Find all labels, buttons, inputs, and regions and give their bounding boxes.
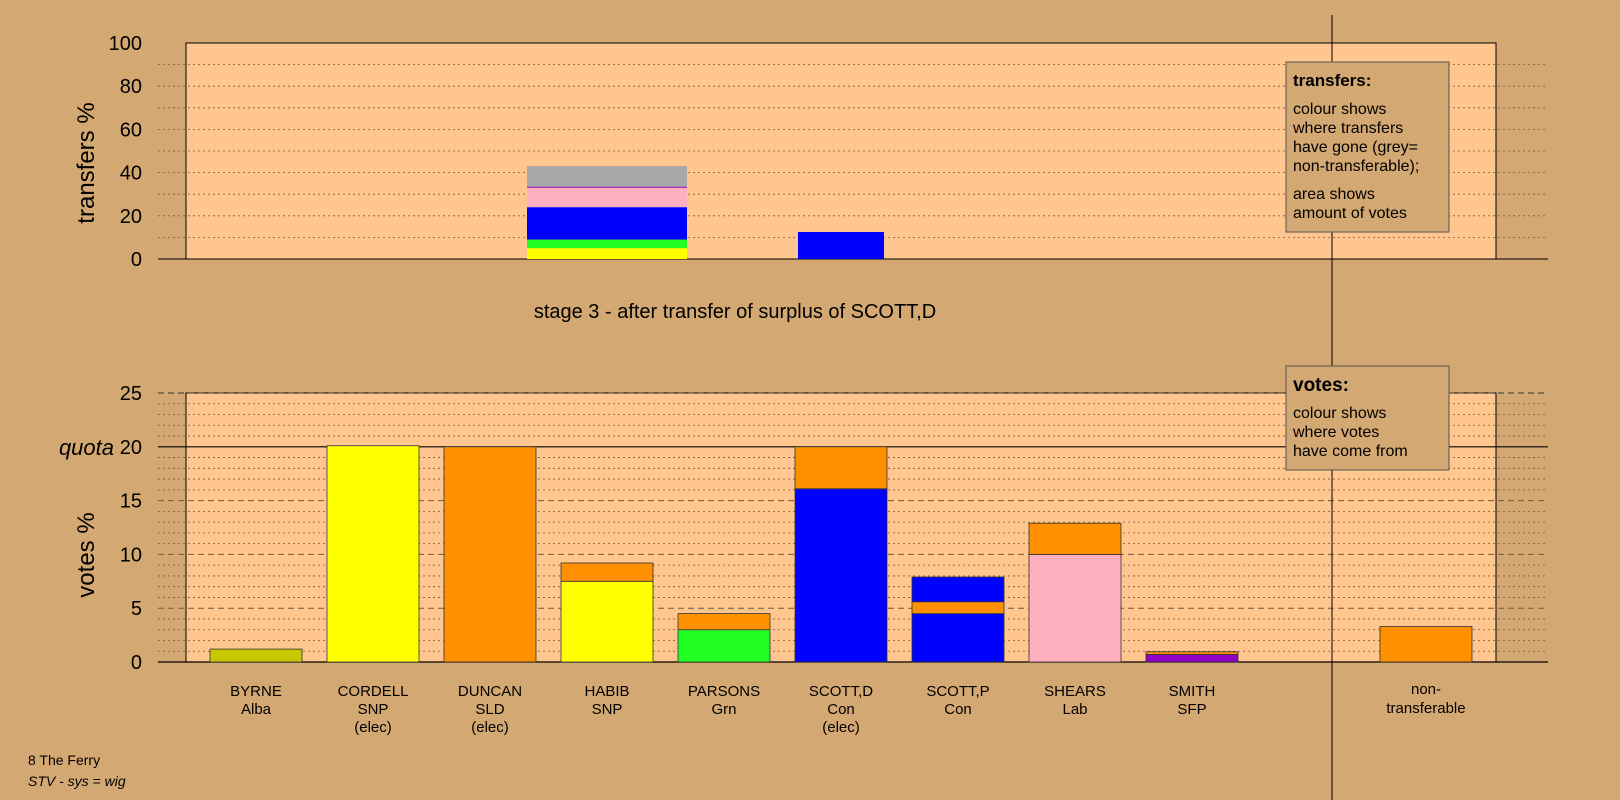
candidate-elected-label: (elec) [354, 719, 392, 736]
transfers-y-tick: 20 [120, 206, 142, 228]
vote-segment-alba [209, 648, 303, 663]
vote-segment-snp [560, 580, 654, 663]
vote-segment-sld [560, 562, 654, 582]
transfer-segment-grn [527, 239, 687, 249]
vote-segment-sfp [1145, 654, 1239, 663]
vote-segment-sld [677, 613, 771, 631]
candidate-party-label: SFP [1177, 701, 1206, 718]
transfer-segment-con [798, 232, 884, 259]
candidate-party-label: Grn [711, 701, 736, 718]
votes-y-tick: 15 [120, 491, 142, 513]
vote-segment-sld [1028, 522, 1122, 555]
transfer-segment-lab [527, 187, 687, 208]
vote-segment-sld [1145, 651, 1239, 655]
votes-y-tick: 20 [120, 437, 142, 459]
vote-segment-con [794, 488, 888, 663]
transfers-plot: 0 20 40 60 80 100 transfers % [73, 33, 1548, 271]
transfers-y-axis-label: transfers % [73, 102, 100, 223]
legend-votes: votes: colour shows where votes have com… [1285, 365, 1450, 471]
votes-y-tick: 0 [131, 652, 142, 674]
candidate-elected-label: (elec) [471, 719, 509, 736]
votes-y-tick: 25 [120, 383, 142, 405]
non-transferable-label-2: transferable [1386, 700, 1465, 717]
legend-transfers-line6: amount of votes [1293, 205, 1407, 222]
legend-transfers-line5: area shows [1293, 186, 1375, 203]
candidate-name-label: DUNCAN [458, 683, 522, 700]
candidate-name-label: CORDELL [338, 683, 409, 700]
stage-title: stage 3 - after transfer of surplus of S… [534, 301, 936, 323]
non-transferable-bar [1379, 626, 1473, 663]
candidate-party-label: Con [944, 701, 972, 718]
non-transferable-label-1: non- [1411, 681, 1441, 698]
candidate-party-label: Alba [241, 701, 272, 718]
votes-y-tick: 5 [131, 598, 142, 620]
transfers-y-tick: 60 [120, 119, 142, 141]
candidate-elected-label: (elec) [822, 719, 860, 736]
transfers-y-tick: 100 [109, 33, 142, 55]
candidate-party-label: SLD [475, 701, 504, 718]
candidate-name-label: SHEARS [1044, 683, 1106, 700]
legend-votes-line3: have come from [1293, 443, 1408, 460]
legend-transfers-line2: where transfers [1292, 120, 1403, 137]
vote-segment-grn [677, 629, 771, 663]
candidate-name-label: SCOTT,D [809, 683, 873, 700]
legend-transfers-line1: colour shows [1293, 101, 1386, 118]
legend-votes-line2: where votes [1292, 424, 1379, 441]
candidate-name-label: SMITH [1169, 683, 1216, 700]
footer-system-note: STV - sys = wig [28, 773, 126, 789]
legend-transfers-line4: non-transferable); [1293, 158, 1419, 175]
transfers-y-tick: 80 [120, 76, 142, 98]
candidate-name-label: BYRNE [230, 683, 282, 700]
candidate-party-label: Lab [1062, 701, 1087, 718]
candidate-party-label: Con [827, 701, 855, 718]
vote-segment-sld [794, 446, 888, 490]
vote-segment-snp [326, 445, 420, 663]
candidate-party-label: SNP [358, 701, 389, 718]
candidate-name-label: PARSONS [688, 683, 760, 700]
transfer-segment-sfp [527, 186, 687, 188]
transfers-y-tick: 40 [120, 163, 142, 185]
vote-segment-sld [443, 446, 537, 663]
legend-votes-box [1285, 365, 1450, 471]
legend-votes-line1: colour shows [1293, 405, 1386, 422]
candidate-party-label: SNP [592, 701, 623, 718]
legend-transfers-title: transfers: [1293, 71, 1371, 90]
transfers-y-tick: 0 [131, 249, 142, 271]
legend-transfers: transfers: colour shows where transfers … [1285, 61, 1450, 233]
legend-transfers-line3: have gone (grey= [1293, 139, 1418, 156]
votes-y-tick: 10 [120, 544, 142, 566]
quota-label: quota [59, 435, 114, 460]
vote-segment-con [911, 576, 1005, 603]
legend-votes-title: votes: [1293, 375, 1349, 396]
footer-ward-name: 8 The Ferry [28, 752, 101, 768]
candidate-name-label: HABIB [584, 683, 629, 700]
vote-segment-lab [1028, 554, 1122, 663]
transfer-segment-snp [527, 248, 687, 259]
vote-segment-con [911, 613, 1005, 663]
legend-transfers-box [1285, 61, 1450, 233]
candidate-name-label: SCOTT,P [926, 683, 989, 700]
votes-y-axis-label: votes % [73, 512, 100, 597]
transfer-segment-con [527, 207, 687, 240]
vote-segment-sld [911, 601, 1005, 614]
transfer-segment-non_transferable [527, 166, 687, 187]
